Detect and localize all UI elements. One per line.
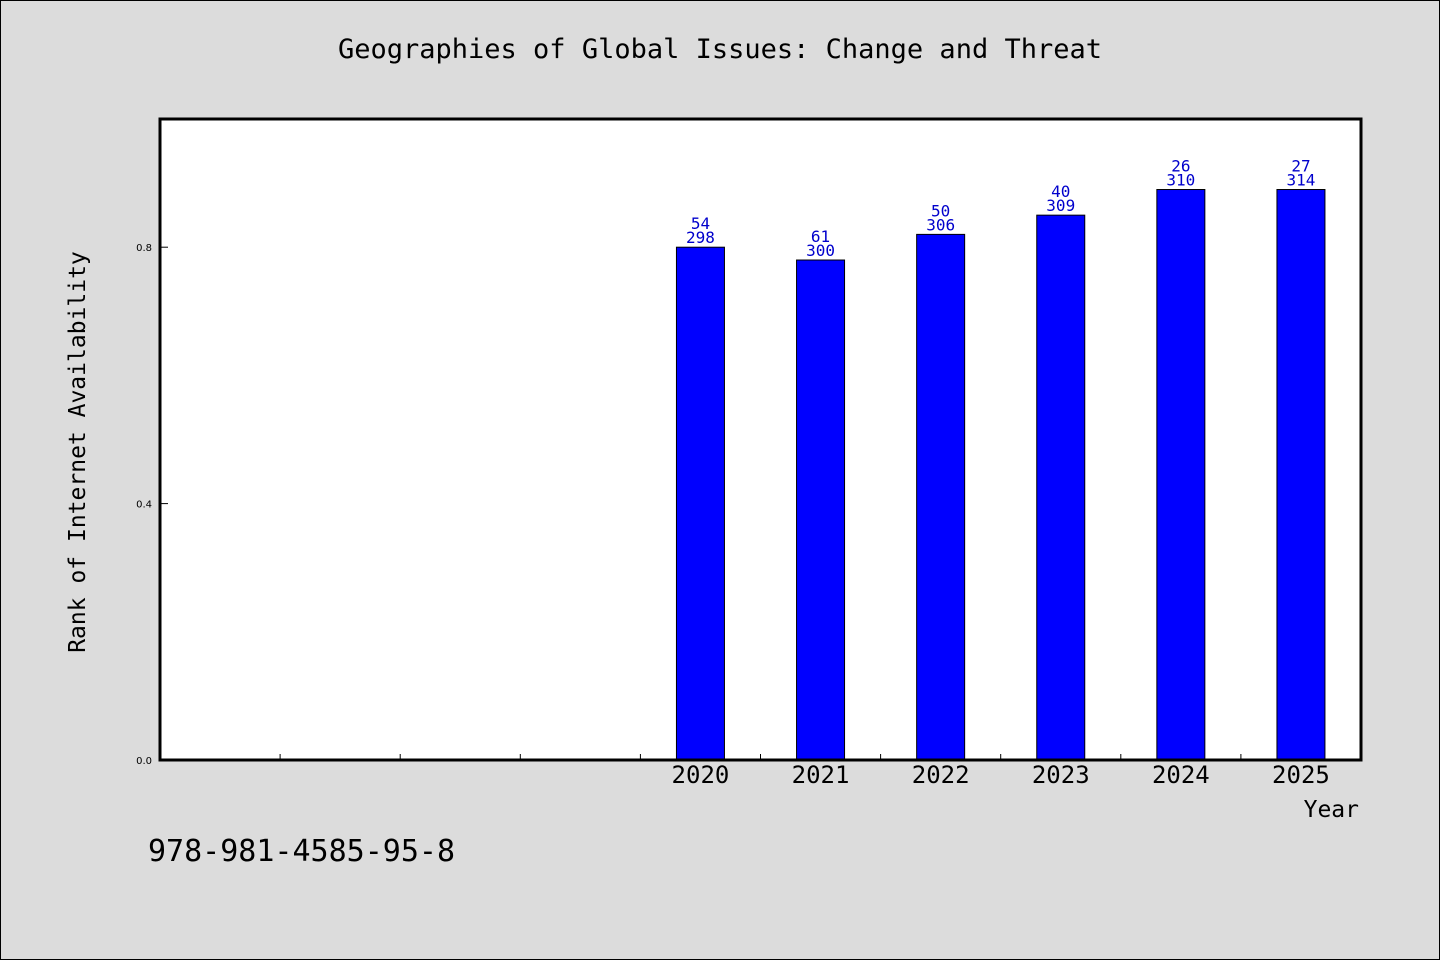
bar-label-bottom: 300 bbox=[806, 241, 835, 260]
bar-label-top: 27 bbox=[1291, 157, 1310, 176]
y-tick-label: 0.8 bbox=[136, 243, 152, 254]
bar-label-bottom: 298 bbox=[686, 228, 715, 247]
bar-label-bottom: 309 bbox=[1046, 196, 1075, 215]
x-tick-label: 2024 bbox=[1152, 761, 1210, 789]
bar-label-top: 40 bbox=[1051, 182, 1070, 201]
bar-2023 bbox=[1036, 214, 1086, 761]
bar-2020 bbox=[675, 246, 725, 761]
bar-label-top: 61 bbox=[811, 227, 830, 246]
bar-label-top: 26 bbox=[1171, 157, 1190, 176]
x-tick-label: 2025 bbox=[1272, 761, 1330, 789]
bar-label-bottom: 306 bbox=[926, 215, 955, 234]
bar-label-top: 54 bbox=[691, 214, 710, 233]
bar-2021 bbox=[796, 259, 846, 761]
y-tick-label: 0.0 bbox=[136, 756, 152, 767]
x-tick-label: 2023 bbox=[1032, 761, 1090, 789]
x-tick-label: 2020 bbox=[672, 761, 730, 789]
bar-2022 bbox=[916, 233, 966, 761]
chart-title: Geographies of Global Issues: Change and… bbox=[337, 34, 1102, 65]
y-tick-label: 0.4 bbox=[136, 500, 152, 511]
x-tick-label: 2021 bbox=[792, 761, 850, 789]
bar-label-bottom: 310 bbox=[1166, 171, 1195, 190]
isbn-label: 978-981-4585-95-8 bbox=[148, 834, 456, 869]
x-tick-label: 2022 bbox=[912, 761, 970, 789]
bar-2024 bbox=[1156, 189, 1206, 761]
bar-2025 bbox=[1276, 189, 1326, 761]
plot-border bbox=[158, 117, 1363, 762]
bar-label-top: 50 bbox=[931, 201, 950, 220]
x-axis-label: Year bbox=[1304, 797, 1359, 823]
bar-label-bottom: 314 bbox=[1286, 171, 1315, 190]
